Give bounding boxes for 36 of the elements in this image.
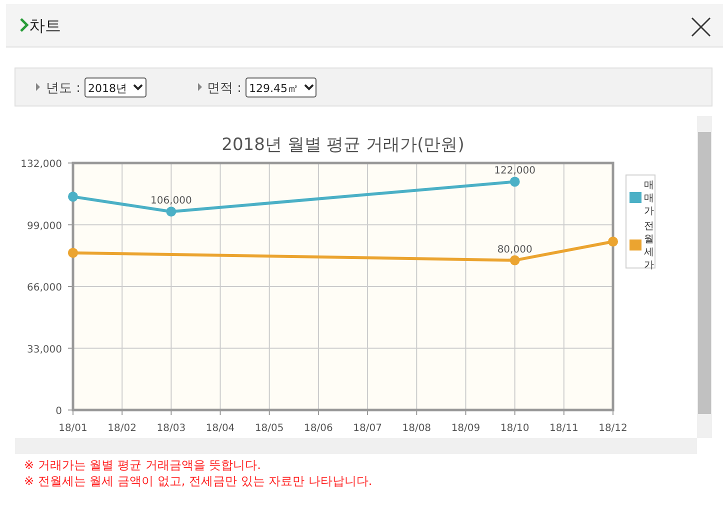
x-tick-label: 18/02 (108, 423, 137, 434)
x-tick-label: 18/09 (451, 423, 480, 434)
point (68, 192, 78, 202)
text: 2018년 (88, 82, 127, 95)
x-tick-label: 18/08 (402, 423, 432, 434)
x-tick-label: 18/03 (156, 423, 186, 434)
x-tick-label: 18/01 (58, 423, 88, 434)
legend-label: 매매가 (644, 180, 654, 217)
point (510, 176, 520, 187)
data-label: 122,000 (494, 166, 536, 177)
y-tick-label: 0 (56, 406, 62, 417)
chart-title: 2018년 월별 평균 거래가(만원) (222, 135, 464, 155)
point (608, 236, 618, 247)
data-label: 80,000 (497, 244, 532, 256)
text: 년도 : (46, 81, 81, 96)
y-tick-label: 99,000 (27, 220, 62, 232)
y-tick-label: 132,000 (20, 159, 62, 170)
text: ※ 거래가는 월별 평균 거래금액을 뜻합니다. (24, 458, 261, 472)
y-tick-label: 66,000 (27, 282, 62, 294)
x-tick-label: 18/06 (304, 423, 333, 434)
text: 면적 : (207, 81, 242, 96)
legend-label: 전월세가 (644, 221, 654, 271)
text: ※ 전월세는 월세 금액이 없고, 전세금만 있는 자료만 나타납니다. (24, 474, 372, 488)
text: 차트 (29, 16, 61, 35)
y-tick-label: 33,000 (27, 344, 62, 356)
point (68, 248, 78, 258)
text: 129.45㎡ (249, 82, 298, 95)
x-tick-label: 18/04 (206, 423, 235, 434)
point (510, 255, 520, 266)
x-tick-label: 18/12 (598, 423, 628, 434)
x-tick-label: 18/07 (353, 423, 382, 434)
x-tick-label: 18/11 (549, 423, 578, 434)
x-tick-label: 18/05 (254, 423, 284, 434)
point (166, 206, 176, 217)
data-label: 106,000 (150, 196, 192, 207)
x-tick-label: 18/10 (500, 423, 530, 434)
